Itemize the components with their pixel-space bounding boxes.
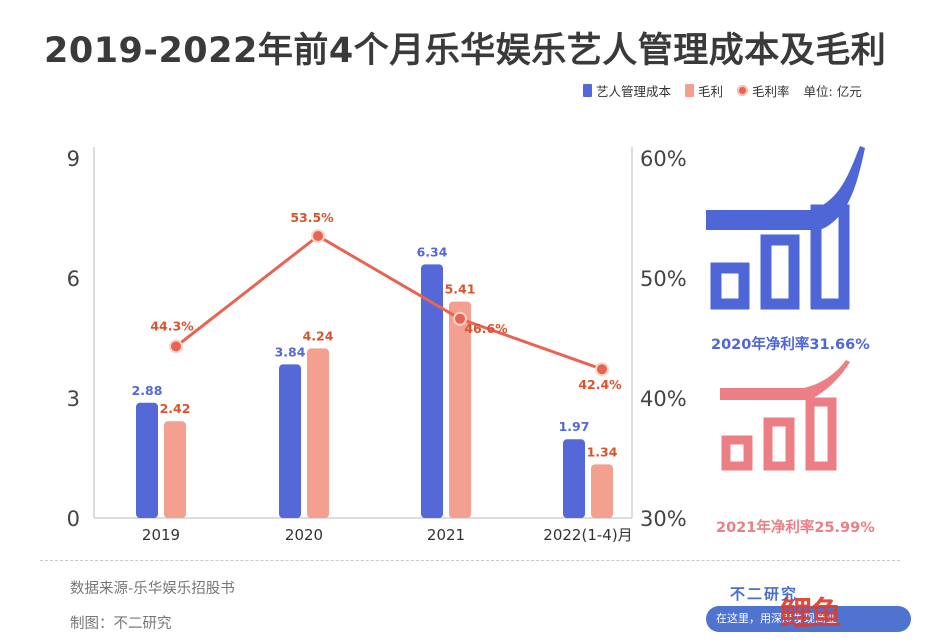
- legend-swatch-profit: [685, 84, 695, 97]
- data-label-margin: 53.5%: [290, 210, 334, 225]
- data-label-cost: 2.88: [132, 383, 163, 398]
- bar-profit: [164, 421, 186, 518]
- x-tick-label: 2022(1-4)月: [543, 526, 632, 544]
- point-margin: [311, 229, 325, 243]
- net-margin-2021-label: 2021年净利率25.99%: [716, 520, 875, 536]
- source-note: 数据来源-乐华娱乐招股书: [70, 581, 235, 597]
- y-left-tick-label: 6: [67, 267, 80, 291]
- bar-profit: [307, 348, 329, 518]
- legend-label-margin: 毛利率: [752, 84, 790, 99]
- site-logo: 鲤鱼: [780, 594, 842, 632]
- made-by-note: 制图：不二研究: [70, 616, 172, 632]
- bar-profit: [449, 301, 471, 518]
- legend-unit: 单位: 亿元: [803, 84, 862, 99]
- brand-slogan: 在这里，用深度发现商业: [706, 606, 911, 632]
- point-margin: [453, 311, 467, 326]
- deco-icon-pink: [720, 360, 850, 471]
- data-label-cost: 1.97: [559, 419, 590, 434]
- legend-marker-margin: [737, 85, 749, 96]
- y-left-tick-label: 3: [67, 387, 80, 411]
- data-label-profit: 5.41: [445, 282, 476, 297]
- y-right-tick-label: 50%: [640, 267, 687, 291]
- bar-cost: [136, 402, 158, 518]
- data-label-cost: 3.84: [275, 344, 306, 359]
- bar-cost: [279, 364, 301, 518]
- data-label-margin: 46.6%: [464, 321, 508, 336]
- footer-divider: [40, 560, 900, 561]
- legend-swatch-cost: [583, 84, 592, 97]
- net-margin-2020-label: 2020年净利率31.66%: [711, 337, 870, 353]
- data-label-margin: 42.4%: [578, 377, 622, 392]
- x-tick-label: 2021: [427, 526, 465, 544]
- deco-icons: [706, 146, 865, 471]
- y-left-tick-label: 9: [67, 147, 80, 171]
- data-label-cost: 6.34: [417, 244, 448, 259]
- data-label-profit: 1.34: [587, 444, 618, 459]
- x-tick-label: 2020: [285, 526, 323, 544]
- legend: 艺人管理成本 毛利 毛利率 单位: 亿元: [583, 81, 862, 100]
- line-margin: [175, 234, 603, 371]
- legend-label-cost: 艺人管理成本: [596, 84, 672, 99]
- deco-icon-blue: [706, 146, 865, 310]
- brand-name: 不二研究: [730, 585, 799, 603]
- bar-profit: [591, 464, 613, 518]
- legend-label-profit: 毛利: [698, 84, 724, 99]
- data-label-margin: 44.3%: [150, 318, 194, 333]
- point-margin: [595, 362, 609, 377]
- data-label-profit: 2.42: [160, 401, 191, 416]
- y-left-tick-label: 0: [67, 507, 80, 531]
- chart-title: 2019-2022年前4个月乐华娱乐艺人管理成本及毛利: [44, 31, 887, 71]
- y-right-tick-label: 40%: [640, 387, 687, 411]
- y-right-tick-label: 30%: [640, 507, 687, 531]
- bar-cost: [563, 439, 585, 518]
- y-right-tick-label: 60%: [640, 147, 687, 171]
- data-label-profit: 4.24: [303, 328, 334, 343]
- x-tick-label: 2019: [142, 526, 180, 544]
- point-margin: [169, 339, 183, 354]
- bar-cost: [421, 264, 443, 518]
